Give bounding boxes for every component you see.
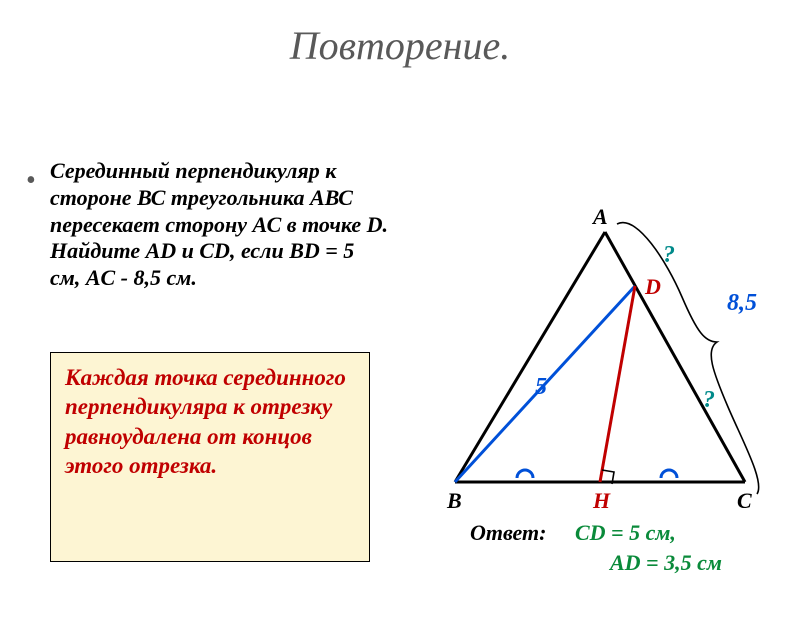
tick-bh bbox=[517, 470, 533, 478]
label-a: A bbox=[591, 204, 608, 229]
value-ad: ? bbox=[663, 242, 675, 268]
note-box: Каждая точка серединного перпендикуляра … bbox=[50, 352, 370, 562]
segment-dh bbox=[600, 286, 635, 482]
label-h: H bbox=[592, 488, 611, 513]
triangle-diagram: A B C D H 5 8,5 ? ? bbox=[405, 202, 800, 532]
page-title: Повторение. bbox=[0, 22, 800, 69]
answer-line-2: AD = 3,5 см bbox=[610, 550, 722, 576]
value-ac: 8,5 bbox=[727, 290, 757, 316]
bullet-icon: • bbox=[26, 167, 36, 195]
value-bd: 5 bbox=[535, 374, 547, 400]
answer-line-1: CD = 5 см, bbox=[575, 520, 676, 546]
side-ab bbox=[455, 232, 605, 482]
label-c: C bbox=[737, 488, 752, 513]
value-dc: ? bbox=[703, 387, 715, 413]
label-d: D bbox=[644, 274, 661, 299]
tick-hc bbox=[661, 470, 677, 478]
answer-label: Ответ: bbox=[470, 520, 546, 546]
problem-text: Серединный перпендикуляр к стороне ВС тр… bbox=[50, 158, 390, 292]
label-b: B bbox=[446, 488, 462, 513]
side-ac bbox=[605, 232, 745, 482]
brace-ac bbox=[617, 223, 759, 494]
